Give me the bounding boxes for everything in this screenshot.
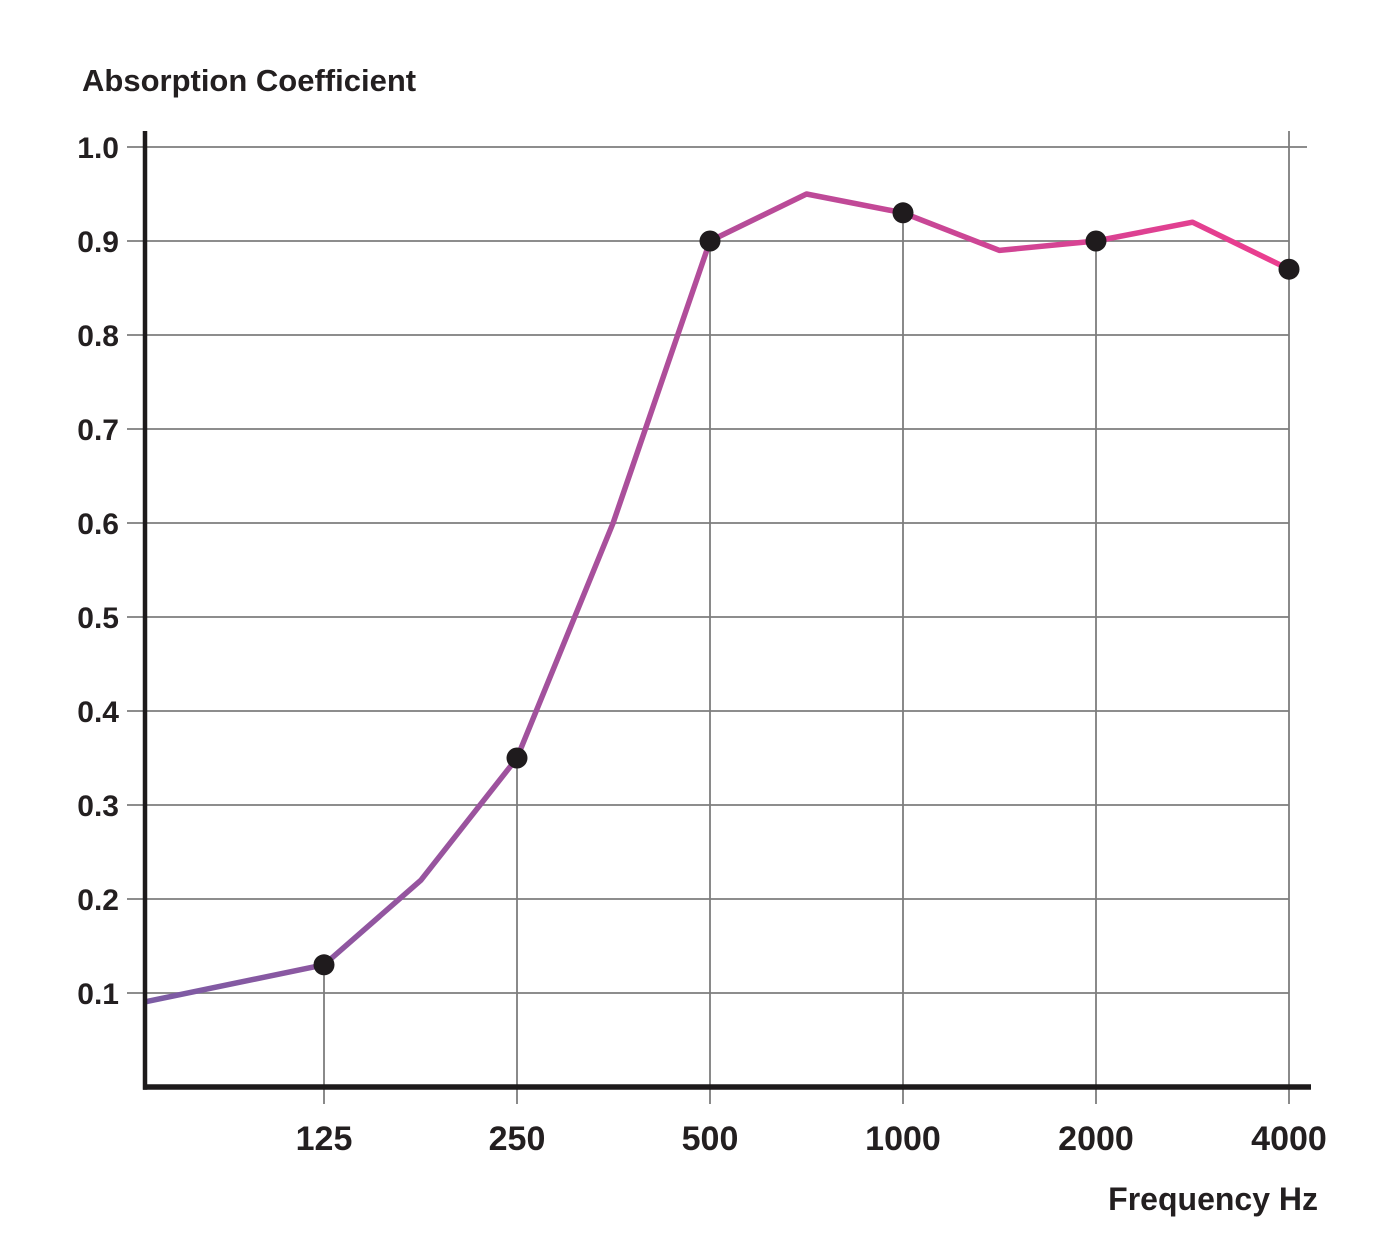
vertical-droplines: [323, 131, 1290, 1104]
y-tick-label-0.3: 0.3: [77, 790, 119, 823]
data-point-125hz: [313, 954, 335, 976]
x-tick-label-4000: 4000: [1251, 1120, 1327, 1158]
absorption-line: [144, 191, 1291, 1005]
x-tick-labels: 125 250 500 1000 2000 4000: [296, 1120, 1327, 1158]
data-point-markers: [313, 202, 1300, 976]
horizontal-gridlines: [127, 146, 1307, 994]
data-point-2000hz: [1085, 230, 1107, 252]
y-tick-label-0.7: 0.7: [77, 414, 119, 447]
y-tick-label-0.6: 0.6: [77, 508, 119, 541]
y-tick-labels: 0.1 0.2 0.3 0.4 0.5 0.6 0.7 0.8 0.9 1.0: [77, 132, 119, 1011]
y-tick-label-0.4: 0.4: [77, 696, 119, 729]
y-tick-label-1: 1.0: [77, 132, 119, 165]
x-tick-label-2000: 2000: [1058, 1120, 1134, 1158]
y-tick-label-0.2: 0.2: [77, 884, 119, 917]
data-point-4000hz: [1278, 258, 1300, 280]
data-point-500hz: [699, 230, 721, 252]
x-tick-label-125: 125: [296, 1120, 353, 1158]
y-tick-label-0.5: 0.5: [77, 602, 119, 635]
x-tick-label-500: 500: [682, 1120, 739, 1158]
x-tick-label-1000: 1000: [865, 1120, 941, 1158]
y-tick-label-0.8: 0.8: [77, 320, 119, 353]
data-point-250hz: [506, 747, 528, 769]
data-line-group: [144, 191, 1291, 1005]
data-point-1000hz: [892, 202, 914, 224]
x-tick-label-250: 250: [489, 1120, 546, 1158]
axes: [142, 131, 1311, 1090]
y-tick-label-0.1: 0.1: [77, 978, 119, 1011]
x-axis-label: Frequency Hz: [1108, 1181, 1318, 1217]
y-tick-label-0.9: 0.9: [77, 226, 119, 259]
chart-title: Absorption Coefficient: [82, 63, 416, 98]
